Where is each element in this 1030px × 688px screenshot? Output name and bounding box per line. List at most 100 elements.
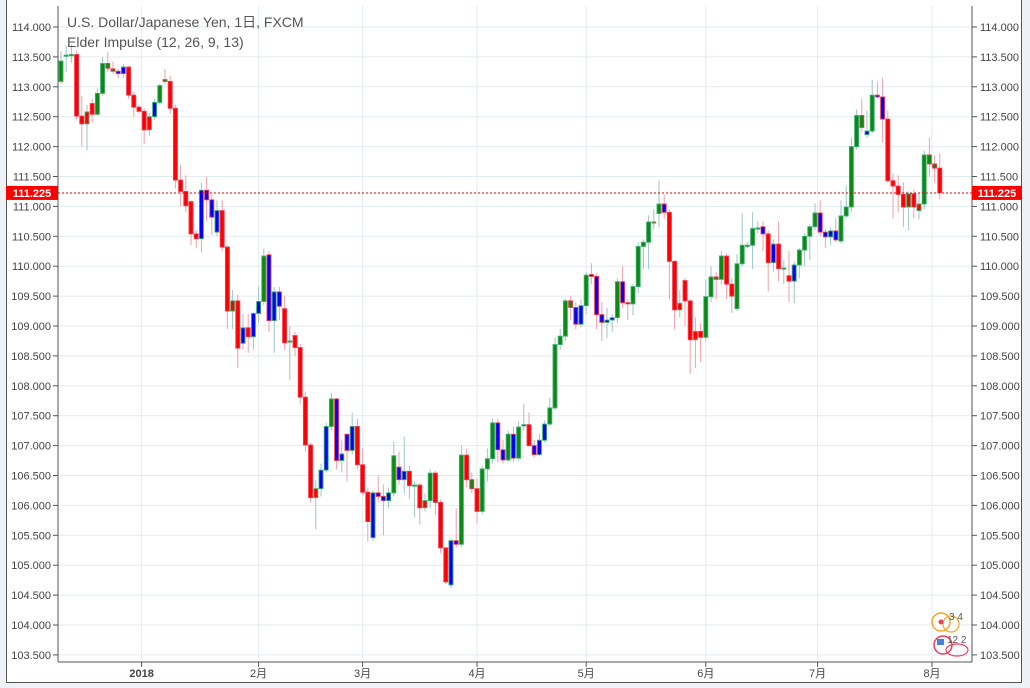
candle[interactable] — [614, 278, 620, 324]
candle[interactable] — [406, 465, 412, 500]
candle[interactable] — [744, 242, 750, 249]
candle[interactable] — [843, 185, 849, 219]
candle[interactable] — [313, 480, 319, 530]
candle[interactable] — [58, 51, 64, 84]
candle[interactable] — [932, 155, 938, 183]
candle[interactable] — [193, 230, 199, 249]
candle[interactable] — [131, 91, 137, 117]
candle[interactable] — [921, 150, 927, 210]
candle[interactable] — [183, 175, 189, 213]
candle[interactable] — [474, 478, 480, 524]
candle[interactable] — [432, 470, 438, 515]
candle[interactable] — [677, 290, 683, 318]
candle[interactable] — [838, 200, 844, 244]
candle[interactable] — [495, 418, 501, 463]
candle[interactable] — [365, 487, 371, 542]
candle[interactable] — [438, 499, 444, 554]
candle[interactable] — [141, 108, 147, 144]
candle[interactable] — [776, 221, 782, 282]
candle[interactable] — [84, 104, 90, 151]
candle[interactable] — [640, 239, 646, 270]
candle[interactable] — [526, 412, 532, 447]
candle[interactable] — [812, 203, 818, 231]
candle[interactable] — [204, 176, 210, 222]
candle[interactable] — [349, 412, 355, 455]
candle[interactable] — [900, 182, 906, 228]
candle[interactable] — [339, 439, 345, 473]
candle[interactable] — [620, 266, 626, 309]
candle[interactable] — [271, 287, 277, 353]
candle[interactable] — [412, 481, 418, 518]
candle[interactable] — [448, 538, 454, 588]
candle[interactable] — [261, 248, 267, 306]
candle[interactable] — [178, 164, 184, 207]
candle[interactable] — [859, 98, 865, 132]
candle[interactable] — [453, 508, 459, 548]
candle[interactable] — [136, 104, 142, 114]
candle[interactable] — [594, 273, 600, 329]
candle[interactable] — [588, 263, 594, 285]
candle[interactable] — [562, 299, 568, 341]
candle[interactable] — [848, 137, 854, 213]
candle[interactable] — [802, 233, 808, 267]
candle[interactable] — [791, 261, 797, 304]
candle[interactable] — [854, 109, 860, 150]
candle[interactable] — [380, 484, 386, 536]
candle[interactable] — [214, 200, 220, 237]
candle[interactable] — [895, 175, 901, 213]
candle[interactable] — [573, 302, 579, 329]
candle[interactable] — [687, 299, 693, 374]
event-badges[interactable]: 3 4 12 2 — [931, 612, 969, 657]
candle[interactable] — [864, 110, 870, 138]
candle[interactable] — [552, 337, 558, 410]
candle[interactable] — [703, 279, 709, 341]
candle[interactable] — [651, 209, 657, 230]
candle[interactable] — [557, 328, 563, 350]
candle[interactable] — [94, 88, 100, 116]
candle[interactable] — [250, 312, 256, 350]
candle[interactable] — [692, 317, 698, 368]
candle[interactable] — [235, 294, 241, 368]
candle[interactable] — [162, 68, 168, 84]
candle[interactable] — [464, 448, 470, 488]
candle[interactable] — [796, 248, 802, 279]
candle[interactable] — [328, 392, 334, 431]
candle[interactable] — [230, 290, 236, 329]
candle[interactable] — [911, 189, 917, 219]
candle[interactable] — [443, 547, 449, 585]
candle[interactable] — [869, 79, 875, 134]
candle[interactable] — [880, 77, 886, 143]
candle[interactable] — [458, 445, 464, 548]
candle[interactable] — [360, 448, 366, 495]
candle[interactable] — [547, 397, 553, 426]
candle[interactable] — [713, 272, 719, 300]
candle[interactable] — [666, 209, 672, 300]
candle[interactable] — [646, 215, 652, 270]
candle[interactable] — [750, 212, 756, 270]
candle[interactable] — [656, 180, 662, 228]
candle[interactable] — [729, 278, 735, 313]
candle[interactable] — [469, 472, 475, 494]
candle[interactable] — [89, 98, 95, 123]
candle[interactable] — [822, 229, 828, 249]
candle[interactable] — [568, 296, 574, 321]
candle[interactable] — [906, 191, 912, 231]
candle[interactable] — [724, 253, 730, 300]
candle[interactable] — [583, 272, 589, 315]
candle[interactable] — [126, 65, 132, 99]
candle[interactable] — [68, 44, 74, 63]
candle[interactable] — [885, 110, 891, 183]
candle[interactable] — [672, 260, 678, 329]
candle[interactable] — [833, 218, 839, 243]
candle[interactable] — [198, 182, 204, 253]
candle[interactable] — [63, 45, 69, 72]
candle[interactable] — [120, 64, 126, 78]
candle[interactable] — [828, 227, 834, 246]
candle[interactable] — [79, 95, 85, 147]
candle[interactable] — [401, 436, 407, 494]
candle[interactable] — [604, 308, 610, 338]
candle[interactable] — [276, 287, 282, 321]
candle[interactable] — [484, 448, 490, 482]
candle[interactable] — [708, 266, 714, 303]
candle[interactable] — [427, 469, 433, 509]
